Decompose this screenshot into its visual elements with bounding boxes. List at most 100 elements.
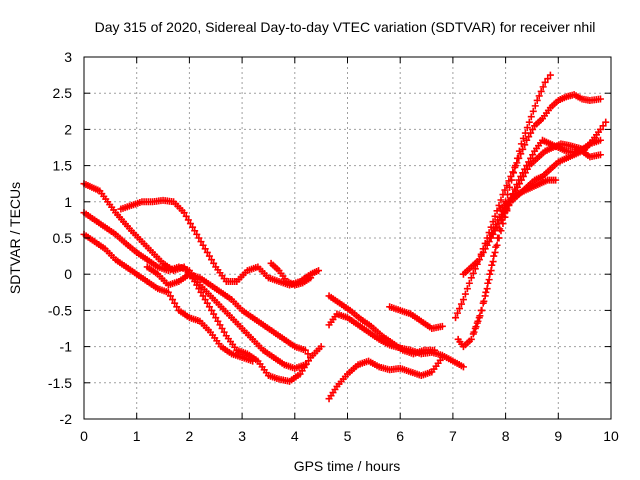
- data-point: [513, 183, 521, 191]
- data-point: [525, 118, 533, 126]
- data-point: [596, 136, 604, 144]
- x-tick-label: 5: [344, 428, 352, 444]
- data-point: [515, 180, 523, 188]
- data-point: [481, 245, 489, 253]
- data-point: [301, 361, 309, 369]
- data-point: [494, 234, 502, 242]
- series-track-5: [143, 263, 315, 361]
- data-point: [480, 297, 488, 305]
- data-point: [459, 363, 467, 371]
- data-point: [249, 357, 257, 365]
- data-point: [475, 256, 483, 264]
- data-point: [521, 169, 529, 177]
- y-tick-label: 1.5: [53, 158, 73, 174]
- data-point: [495, 220, 503, 228]
- data-point: [486, 234, 494, 242]
- data-point: [531, 102, 539, 110]
- data-point: [212, 314, 220, 322]
- data-point: [459, 296, 467, 304]
- series-track-8: [325, 310, 467, 371]
- data-point: [511, 162, 519, 170]
- data-point: [596, 151, 604, 159]
- data-point: [184, 216, 192, 224]
- y-tick-label: -2: [60, 411, 73, 427]
- data-point: [463, 285, 471, 293]
- series-track-2: [80, 209, 309, 372]
- y-tick-label: -0.5: [48, 302, 72, 318]
- series-track-6: [267, 259, 315, 289]
- data-point: [182, 212, 190, 220]
- data-point: [474, 317, 482, 325]
- data-point: [482, 288, 490, 296]
- data-point: [173, 303, 181, 311]
- data-point: [506, 183, 514, 191]
- data-point: [523, 124, 531, 132]
- data-point: [452, 314, 460, 322]
- x-tick-label: 10: [603, 428, 619, 444]
- data-point: [205, 303, 213, 311]
- data-point: [501, 186, 509, 194]
- data-point: [533, 96, 541, 104]
- data-point: [220, 328, 228, 336]
- data-point: [210, 259, 218, 267]
- data-point: [517, 140, 525, 148]
- data-point: [513, 154, 521, 162]
- data-point: [529, 125, 537, 133]
- data-point: [479, 248, 487, 256]
- data-point: [476, 312, 484, 320]
- data-point: [491, 212, 499, 220]
- data-point: [535, 92, 543, 100]
- chart-title: Day 315 of 2020, Sidereal Day-to-day VTE…: [95, 19, 596, 35]
- data-point: [602, 118, 610, 126]
- data-point: [486, 270, 494, 278]
- x-tick-label: 3: [238, 428, 246, 444]
- data-point: [519, 134, 527, 142]
- data-point: [307, 353, 315, 361]
- data-point: [478, 306, 486, 314]
- data-point: [467, 335, 475, 343]
- data-point: [315, 267, 323, 275]
- x-tick-label: 1: [133, 428, 141, 444]
- data-point: [488, 229, 496, 237]
- data-point: [517, 176, 525, 184]
- data-point: [521, 129, 529, 137]
- data-point: [164, 288, 172, 296]
- y-tick-label: 2.5: [53, 85, 73, 101]
- series-track-9: [325, 292, 438, 358]
- data-point: [490, 252, 498, 260]
- data-point: [529, 151, 537, 159]
- data-point: [455, 305, 463, 313]
- data-point: [599, 122, 607, 130]
- x-tick-label: 4: [291, 428, 299, 444]
- data-point: [208, 306, 216, 314]
- data-point: [492, 243, 500, 251]
- y-tick-label: 0.5: [53, 230, 73, 246]
- x-tick-label: 9: [554, 428, 562, 444]
- data-point: [169, 296, 177, 304]
- y-tick-label: -1.5: [48, 375, 72, 391]
- data-point: [317, 343, 325, 351]
- data-point: [541, 78, 549, 86]
- data-points: [80, 71, 610, 403]
- data-point: [492, 220, 500, 228]
- data-point: [193, 230, 201, 238]
- data-point: [546, 71, 554, 79]
- x-tick-label: 6: [396, 428, 404, 444]
- data-point: [470, 328, 478, 336]
- data-point: [186, 220, 194, 228]
- data-point: [515, 147, 523, 155]
- data-point: [197, 238, 205, 246]
- series-track-1: [80, 180, 325, 385]
- y-tick-label: 1: [64, 194, 72, 210]
- data-point: [208, 256, 216, 264]
- data-point: [203, 299, 211, 307]
- grid-lines: [84, 57, 611, 419]
- data-point: [195, 234, 203, 242]
- data-point: [523, 165, 531, 173]
- data-point: [552, 176, 560, 184]
- data-point: [519, 172, 527, 180]
- series-track-4: [117, 196, 323, 289]
- data-point: [472, 323, 480, 331]
- data-point: [201, 245, 209, 253]
